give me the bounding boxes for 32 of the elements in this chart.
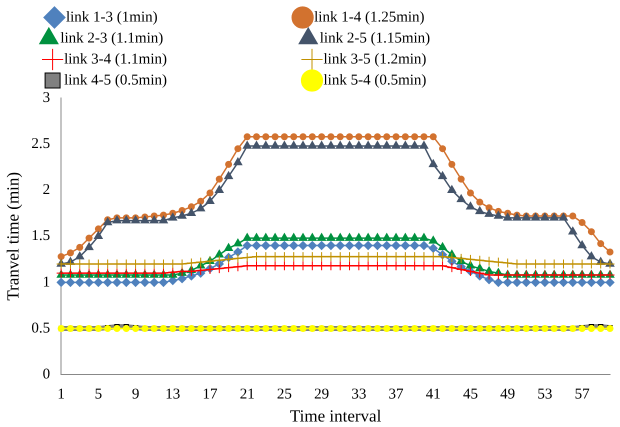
y-tick-label: 3 <box>42 90 50 106</box>
legend-label: link 1-4 (1.25min) <box>314 9 560 26</box>
x-tick-label: 1 <box>57 386 65 403</box>
x-tick-label: 45 <box>462 386 478 403</box>
x-tick-label: 49 <box>500 386 516 403</box>
legend-label: link 5-4 (0.5min) <box>324 72 562 88</box>
y-tick-label: 2.5 <box>31 136 50 152</box>
x-tick-label: 41 <box>426 386 441 403</box>
legend-label: link 4-5 (0.5min) <box>64 72 302 88</box>
legend-label: link 1-3 (1min) <box>66 9 293 26</box>
y-tick-label: 1 <box>42 274 50 290</box>
x-tick-label: 13 <box>165 386 180 403</box>
x-tick-label: 53 <box>537 386 552 403</box>
x-tick-label: 21 <box>240 386 255 403</box>
x-tick-label: 5 <box>94 386 102 403</box>
y-tick-label: 2 <box>42 182 50 198</box>
legend-label: link 2-5 (1.15min) <box>320 30 566 46</box>
x-tick-label: 37 <box>388 386 404 403</box>
x-tick-label: 17 <box>202 386 218 403</box>
x-axis-title: Time interval <box>290 406 382 426</box>
y-axis-title: Tranvel time (min) <box>4 172 23 301</box>
y-tick-label: 1.5 <box>31 228 50 244</box>
x-tick-label: 9 <box>132 386 140 403</box>
legend-label: link 3-5 (1.2min) <box>324 51 562 68</box>
legend-label: link 2-3 (1.1min) <box>60 30 298 46</box>
x-tick-label: 29 <box>314 386 330 403</box>
x-tick-label: 57 <box>574 386 590 403</box>
legend-label: link 3-4 (1.1min) <box>64 51 302 68</box>
x-tick-label: 25 <box>276 386 292 403</box>
y-tick-label: 0 <box>42 366 50 383</box>
y-tick-label: 0.5 <box>31 320 50 336</box>
x-tick-label: 33 <box>351 386 366 403</box>
